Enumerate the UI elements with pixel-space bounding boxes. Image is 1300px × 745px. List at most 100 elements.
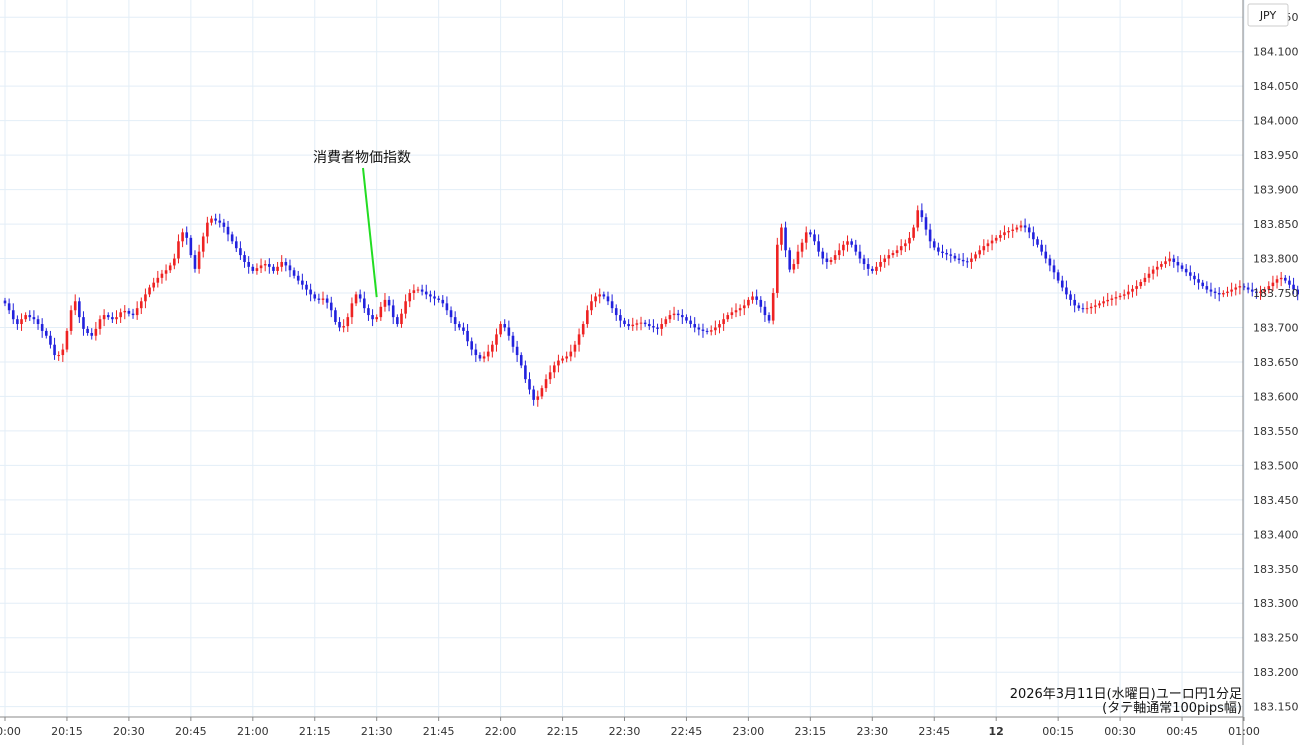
candle-body <box>466 330 469 342</box>
candle-body <box>738 308 742 311</box>
candle-body <box>548 372 552 380</box>
candle-body <box>904 243 907 247</box>
candle-body <box>1011 229 1015 231</box>
candle-body <box>127 310 131 314</box>
candle-body <box>1238 286 1242 288</box>
candle-body <box>920 210 924 218</box>
x-tick-label: 23:00 <box>733 725 765 738</box>
candle-body <box>424 291 428 295</box>
candle-body <box>1139 281 1143 287</box>
candle-body <box>189 237 193 256</box>
candle-body <box>1040 244 1043 252</box>
candle-body <box>334 310 337 322</box>
candle-body <box>1168 258 1171 262</box>
candle-body <box>177 241 180 259</box>
candle-body <box>247 261 250 267</box>
candle-body <box>503 324 507 328</box>
candle-body <box>65 330 69 350</box>
candle-body <box>321 298 325 300</box>
candle-body <box>1189 272 1192 276</box>
candle-body <box>804 232 808 243</box>
candle-body <box>1151 269 1155 274</box>
candle-body <box>1271 282 1275 287</box>
candle-body <box>156 277 160 283</box>
candle-body <box>809 232 812 235</box>
candle-body <box>123 310 127 313</box>
candle-body <box>45 330 48 336</box>
candle-body <box>528 379 531 390</box>
candle-body <box>152 282 155 288</box>
candle-body <box>763 306 767 316</box>
candle-body <box>945 253 948 255</box>
candle-body <box>363 298 366 309</box>
candle-body <box>994 237 998 241</box>
candle-body <box>173 258 176 266</box>
candle-body <box>486 351 490 357</box>
candle-body <box>540 388 544 397</box>
x-tick-label: 21:15 <box>299 725 331 738</box>
candle-body <box>342 326 345 328</box>
candle-body <box>1176 261 1180 266</box>
candle-body <box>875 266 878 271</box>
candle-body <box>1044 251 1048 259</box>
candle-body <box>614 308 618 316</box>
candle-body <box>821 251 825 259</box>
candle-body <box>69 310 73 331</box>
candle-body <box>532 389 535 400</box>
candle-body <box>400 313 403 325</box>
candle-body <box>383 299 387 307</box>
candle-body <box>1197 279 1200 283</box>
candle-body <box>1015 227 1019 230</box>
candle-body <box>491 344 494 352</box>
candle-body <box>1213 291 1217 294</box>
candle-body <box>800 242 804 252</box>
candle-body <box>396 317 399 325</box>
candle-body <box>78 301 81 318</box>
candle-body <box>552 365 556 373</box>
candle-body <box>515 346 519 356</box>
candle-body <box>577 334 581 345</box>
candle-body <box>660 324 663 329</box>
candle-body <box>1106 299 1110 302</box>
candle-body <box>102 315 106 320</box>
candle-body <box>961 259 965 262</box>
candle-body <box>813 234 816 242</box>
candle-body <box>329 302 333 311</box>
candle-body <box>689 320 692 325</box>
y-axis-ticks: 184.150184.100184.050184.000183.950183.9… <box>1253 11 1299 713</box>
candle-body <box>722 319 725 325</box>
candle-body <box>1284 277 1287 281</box>
candle-body <box>1127 291 1130 295</box>
candle-body <box>511 335 515 347</box>
candle-body <box>842 244 845 251</box>
candle-body <box>7 303 11 311</box>
candle-body <box>416 289 420 291</box>
candle-body <box>647 324 651 327</box>
candle-body <box>1209 289 1213 292</box>
candle-body <box>1032 232 1035 240</box>
candle-body <box>268 264 271 267</box>
x-tick-label: 01:00 <box>1228 725 1260 738</box>
candle-body <box>899 246 903 251</box>
candle-body <box>53 344 56 356</box>
candle-body <box>590 301 593 311</box>
annotation: 消費者物価指数 <box>313 150 411 298</box>
x-tick-label: 00:45 <box>1166 725 1198 738</box>
candle-body <box>854 244 858 252</box>
candle-body <box>181 232 184 242</box>
x-tick-label: 21:00 <box>237 725 269 738</box>
candle-body <box>970 258 973 262</box>
candle-body <box>474 349 478 356</box>
currency-badge: JPY <box>1247 3 1289 27</box>
candle-body <box>586 310 589 325</box>
candle-body <box>1003 232 1006 236</box>
candle-body <box>272 266 275 271</box>
candle-body <box>850 241 853 245</box>
candle-body <box>1073 299 1076 306</box>
y-tick-label: 183.200 <box>1253 666 1299 679</box>
candle-body <box>627 324 630 327</box>
candle-body <box>767 315 771 321</box>
candle-body <box>999 235 1002 238</box>
candle-body <box>536 396 540 400</box>
candle-body <box>445 303 449 311</box>
